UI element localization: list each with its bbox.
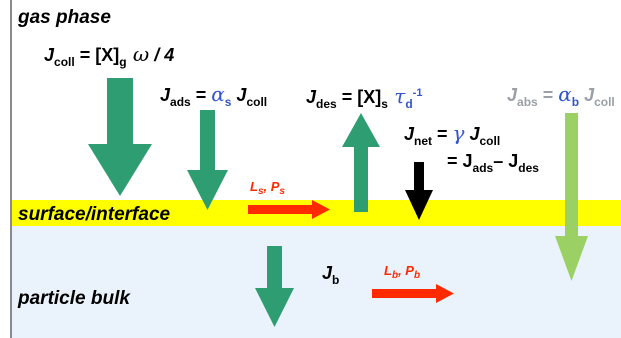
left-border-line [10, 0, 12, 338]
net-flux-equation: Jnet = γ Jcoll [404, 121, 501, 148]
absorption-flux-equation: Jabs = αb Jcoll [507, 82, 615, 109]
desorption-flux-equation: Jdes = [X]s τd-1 [306, 84, 423, 111]
bulk-transport-label: Lb, Pb [384, 263, 421, 281]
surface-transport-arrow [248, 200, 330, 219]
gas-phase-label: gas phase [18, 7, 111, 28]
bulk-transport-arrow [372, 284, 454, 303]
particle-bulk-label: particle bulk [18, 288, 130, 309]
bulk-flux-arrow [255, 246, 294, 327]
net-flux-balance: = Jads– Jdes [447, 151, 539, 175]
absorption-arrow [555, 113, 588, 281]
desorption-arrow [342, 113, 380, 212]
bulk-flux-label: Jb [322, 263, 340, 287]
adsorption-flux-equation: Jads = αs Jcoll [160, 82, 268, 109]
collision-arrow [88, 78, 152, 196]
collision-flux-equation: Jcoll = [X]g ω / 4 [44, 42, 175, 69]
surface-transport-label: Ls, Ps [250, 179, 285, 197]
adsorption-arrow [187, 110, 228, 210]
surface-interface-label: surface/interface [18, 204, 171, 225]
net-uptake-arrow [405, 162, 433, 220]
particle-bulk-region [12, 226, 621, 338]
